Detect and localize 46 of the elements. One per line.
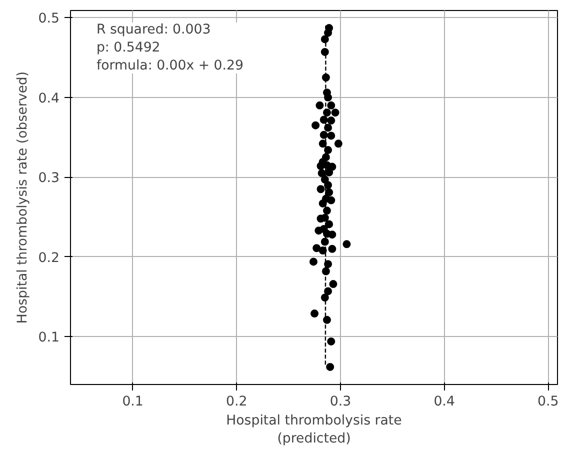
point — [342, 240, 351, 248]
x-tick-label: 0.4 — [434, 394, 455, 410]
point — [316, 162, 325, 170]
y-tick-label: 0.4 — [38, 91, 60, 106]
x-tick-label: 0.5 — [538, 394, 559, 410]
point — [310, 310, 319, 318]
point — [327, 132, 336, 140]
point — [327, 101, 336, 110]
point — [318, 199, 327, 208]
x-tick-label: 0.3 — [330, 394, 352, 410]
y-axis-title: Hospital thrombolysis rate (observed) — [15, 71, 30, 324]
point — [324, 260, 332, 268]
point — [312, 244, 321, 252]
point — [327, 116, 336, 125]
point — [316, 185, 325, 194]
x-tick-label: 0.1 — [122, 394, 144, 410]
point — [329, 280, 338, 288]
point — [326, 362, 334, 371]
x-tick-label: 0.2 — [226, 394, 248, 410]
point — [324, 124, 332, 132]
point — [331, 108, 340, 117]
point — [325, 220, 334, 228]
point — [314, 226, 323, 235]
point — [312, 121, 320, 130]
point — [327, 196, 336, 204]
point — [318, 246, 327, 255]
point — [322, 316, 331, 324]
y-tick-label: 0.3 — [38, 171, 60, 186]
point — [328, 230, 336, 239]
y-tick-label: 0.1 — [38, 330, 60, 346]
point — [324, 146, 332, 154]
point — [320, 294, 329, 302]
point — [334, 140, 342, 148]
point — [325, 188, 334, 196]
point — [309, 258, 318, 266]
point — [328, 244, 336, 253]
y-tick-label: 0.5 — [38, 12, 60, 27]
y-tick-label: 0.2 — [38, 250, 60, 266]
point — [328, 162, 336, 171]
point — [316, 101, 324, 110]
point — [327, 337, 336, 346]
point — [318, 169, 326, 178]
x-axis-title: Hospital thrombolysis rate (predicted) — [226, 414, 402, 446]
annotation: R squared: 0.003 p: 0.5492 formula: 0.00x + 0.29 — [96, 22, 244, 74]
point — [318, 140, 327, 148]
point — [324, 181, 332, 190]
